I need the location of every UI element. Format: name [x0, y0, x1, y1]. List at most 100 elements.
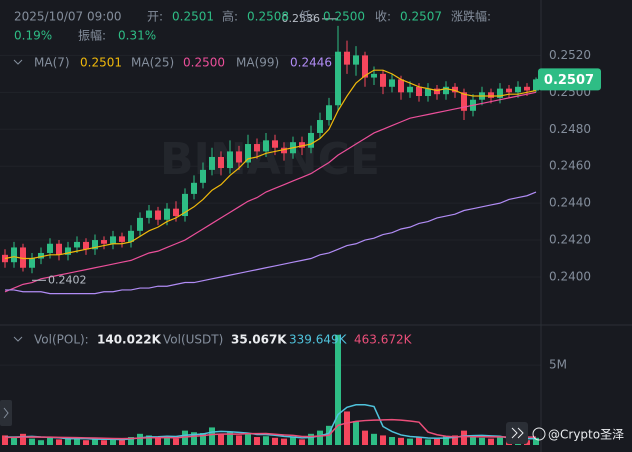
candle-body [254, 144, 260, 152]
volume-bar [434, 438, 440, 445]
y-tick-label: 5M [549, 358, 567, 372]
volume-bar [470, 437, 476, 445]
scroll-left-button[interactable] [0, 400, 12, 426]
header: 2025/10/07 09:00 开: 0.2501 高: 0.2508 低: … [13, 9, 491, 347]
candle-body [335, 51, 341, 106]
candle-body [209, 156, 215, 170]
candle-body [308, 132, 314, 148]
volume-bar [227, 432, 233, 445]
low-annotation: 0.2402 [48, 273, 87, 286]
candle-body [74, 241, 80, 248]
volume-bar [20, 433, 26, 445]
credit-icon [532, 427, 546, 441]
high-annotation: 0.2536 [282, 12, 321, 25]
candle-body [128, 230, 134, 242]
volume-bar [479, 437, 485, 445]
candle-body [218, 156, 224, 169]
volume-bar [110, 438, 116, 445]
volume-bar [11, 437, 17, 445]
candle-body [92, 240, 98, 250]
volume-bar [443, 436, 449, 445]
candle-body [353, 55, 359, 65]
y-tick-label: 0.2460 [549, 159, 591, 173]
volume-bar [182, 430, 188, 445]
volume-bar [389, 437, 395, 445]
volume-bar [452, 435, 458, 445]
field-value: 0.2507 [400, 10, 442, 24]
candle-body [101, 240, 107, 244]
field-label: 高: [222, 9, 238, 24]
candle-body [299, 142, 305, 148]
field-value: 0.2501 [172, 10, 214, 24]
volume-bar [308, 433, 314, 445]
candle-body [146, 210, 152, 218]
candle-body [452, 86, 458, 93]
candle-body [245, 144, 251, 163]
candle-body [533, 79, 539, 91]
candle-body [173, 208, 179, 217]
volume-bar [533, 437, 539, 445]
volume-bar [272, 437, 278, 445]
volume-bar [200, 433, 206, 445]
y-tick-label: 0.2480 [549, 122, 591, 136]
volume-bar [290, 437, 296, 445]
collapse-arrow[interactable] [13, 59, 23, 65]
volume-bar [128, 437, 134, 445]
volume-bar [101, 440, 107, 445]
volume-ma-value: 339.649K [289, 333, 348, 347]
y-tick-label: 0.2400 [549, 269, 591, 283]
volume-bar [92, 439, 98, 445]
datetime: 2025/10/07 09:00 [14, 10, 122, 24]
field-label: 收: [375, 10, 391, 24]
field-label: 涨跌幅: [451, 9, 491, 24]
candle-body [407, 86, 413, 93]
field-label: 低: [299, 10, 315, 24]
volume-bar [137, 433, 143, 445]
candle-body [191, 182, 197, 194]
volume-bar [317, 430, 323, 445]
volume-bar [218, 433, 224, 445]
candle-body [380, 73, 386, 87]
candle-body [83, 241, 89, 250]
volume-bar [119, 439, 125, 445]
ma-line [4, 91, 537, 293]
volume-bar [299, 439, 305, 445]
candle-body [515, 86, 521, 93]
candle-body [326, 105, 332, 121]
volume-bar [353, 421, 359, 445]
field-value: 0.19% [14, 29, 52, 43]
candle-body [47, 243, 53, 253]
candle-body [137, 217, 143, 231]
field-value: 0.31% [118, 29, 156, 43]
legend-value: 0.2500 [183, 56, 225, 70]
volume-bar [281, 438, 287, 445]
watermark-logo: BINANCE [160, 134, 380, 185]
volume-bar [497, 437, 503, 445]
y-tick-label: 0.2520 [549, 48, 591, 62]
volume-bar [263, 436, 269, 445]
volume-bar [380, 435, 386, 445]
last-price: 0.2507 [544, 73, 594, 88]
candle-body [182, 193, 188, 217]
candle-body [371, 73, 377, 78]
volume-bar [245, 433, 251, 445]
volume-bar [335, 334, 341, 445]
volume-bar [344, 411, 350, 445]
volume-bar [56, 439, 62, 445]
vol-label: Vol(USDT) [163, 333, 223, 347]
collapse-arrow[interactable] [13, 336, 23, 342]
legend-label: MA(99) [236, 56, 279, 70]
last-price-badge [538, 68, 601, 91]
volume-ma-line [5, 404, 537, 441]
candle-body [398, 79, 404, 93]
candle-body [524, 86, 530, 91]
volume-bar [38, 440, 44, 445]
volume-ma-value: 463.672K [354, 333, 413, 347]
volume-bar [209, 427, 215, 445]
plot: 0.24000.24200.24400.24600.24800.25000.25… [2, 12, 601, 445]
y-tick-label: 0.2440 [549, 196, 591, 210]
volume-bar [2, 435, 8, 445]
volume-bar [155, 437, 161, 445]
candle-body [434, 88, 440, 95]
